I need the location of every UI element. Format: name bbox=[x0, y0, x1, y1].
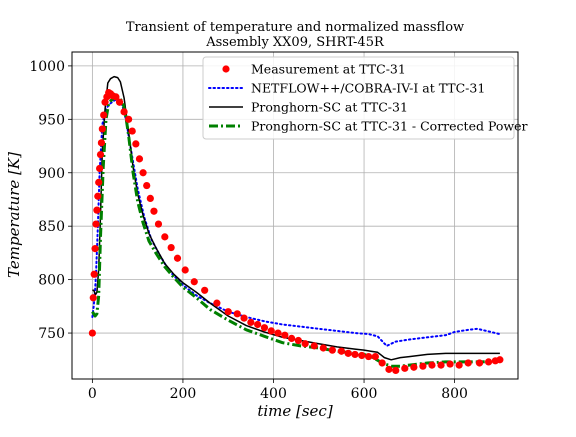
measurement-point bbox=[150, 207, 158, 215]
measurement-point bbox=[167, 243, 175, 252]
measurement-point bbox=[154, 220, 163, 228]
measurement-point bbox=[385, 365, 393, 373]
measurement-point bbox=[132, 140, 140, 148]
measurement-point bbox=[392, 366, 400, 375]
y-tick-label: 750 bbox=[38, 326, 65, 342]
measurement-point bbox=[371, 352, 379, 361]
legend-label: Pronghorn-SC at TTC-31 - Corrected Power bbox=[251, 119, 527, 134]
x-tick-label: 0 bbox=[88, 386, 97, 402]
measurement-point bbox=[93, 206, 101, 214]
measurement-point bbox=[281, 331, 289, 339]
plot-frame bbox=[71, 51, 519, 380]
measurement-point bbox=[475, 359, 484, 367]
series-line-1 bbox=[91, 99, 501, 347]
measurement-point bbox=[181, 266, 189, 274]
measurement-point bbox=[139, 169, 147, 177]
chart-title: Transient of temperature and normalized … bbox=[126, 20, 464, 35]
x-tick-label: 600 bbox=[351, 386, 378, 402]
measurement-point bbox=[358, 351, 366, 360]
measurement-point bbox=[344, 349, 352, 357]
measurement-point bbox=[96, 164, 104, 173]
measurement-point bbox=[224, 308, 232, 316]
measurement-point bbox=[92, 220, 100, 228]
legend: Measurement at TTC-31 NETFLOW++/COBRA-IV-… bbox=[202, 56, 527, 140]
measurement-point bbox=[428, 361, 436, 369]
x-tick-label: 400 bbox=[260, 386, 287, 402]
measurement-point bbox=[496, 356, 504, 364]
measurement-point bbox=[97, 139, 106, 147]
measurement-point bbox=[484, 358, 493, 366]
measurement-point bbox=[115, 98, 124, 106]
measurement-point bbox=[446, 360, 454, 368]
measurement-point bbox=[401, 364, 409, 372]
measurement-point bbox=[120, 108, 128, 116]
measurement-point bbox=[274, 329, 282, 337]
measurement-point bbox=[112, 93, 120, 101]
measurement-point bbox=[201, 286, 209, 294]
measurement-point bbox=[260, 324, 269, 332]
y-axis-label: Temperature [K] bbox=[5, 152, 23, 278]
measurement-point bbox=[213, 299, 221, 307]
y-tick-label: 850 bbox=[38, 219, 65, 235]
measurement-point bbox=[98, 125, 106, 133]
measurement-point bbox=[90, 270, 98, 278]
measurement-point bbox=[328, 346, 336, 354]
measurement-point bbox=[254, 320, 262, 329]
measurement-point bbox=[91, 245, 99, 253]
measurement-point bbox=[190, 278, 198, 286]
measurement-point bbox=[247, 318, 255, 326]
measurement-point bbox=[94, 192, 102, 200]
y-tick-label: 800 bbox=[38, 273, 65, 289]
measurement-point bbox=[161, 233, 169, 241]
measurement-point bbox=[135, 155, 144, 163]
tick-layer: 0 200 400 600 800 750 800 850 900 950 1000 bbox=[29, 59, 468, 402]
measurement-point bbox=[455, 361, 463, 369]
measurement-point bbox=[419, 362, 427, 370]
measurement-point bbox=[89, 294, 97, 302]
measurement-point bbox=[301, 340, 309, 348]
measurement-point bbox=[240, 314, 248, 322]
x-tick-label: 800 bbox=[441, 386, 468, 402]
y-tick-label: 1000 bbox=[29, 59, 65, 75]
measurement-point bbox=[319, 344, 327, 352]
measurement-point bbox=[364, 352, 373, 361]
x-axis-label: time [sec] bbox=[257, 402, 333, 420]
legend-label: Pronghorn-SC at TTC-31 bbox=[251, 100, 408, 115]
measurement-point bbox=[233, 310, 241, 318]
measurement-point bbox=[143, 181, 151, 190]
measurement-point bbox=[267, 327, 275, 335]
measurement-point bbox=[310, 342, 318, 350]
measurement-point bbox=[88, 329, 96, 337]
x-tick-label: 200 bbox=[170, 386, 197, 402]
legend-label: NETFLOW++/COBRA-IV-I at TTC-31 bbox=[251, 81, 485, 96]
chart-subtitle: Assembly XX09, SHRT-45R bbox=[205, 35, 385, 50]
measurement-point bbox=[378, 359, 386, 367]
y-tick-label: 900 bbox=[38, 166, 65, 182]
measurement-point bbox=[288, 334, 296, 342]
series-layer bbox=[88, 75, 504, 375]
measurement-point bbox=[100, 111, 108, 119]
measurement-point bbox=[351, 350, 359, 359]
measurement-point bbox=[294, 336, 302, 345]
measurement-point bbox=[173, 254, 182, 262]
measurement-point bbox=[124, 115, 133, 123]
measurement-point bbox=[410, 363, 418, 371]
measurement-point bbox=[464, 359, 472, 367]
legend-label: Measurement at TTC-31 bbox=[251, 62, 406, 77]
measurement-point bbox=[146, 194, 154, 203]
measurement-point bbox=[437, 361, 445, 369]
measurement-point bbox=[95, 178, 103, 186]
legend-box bbox=[202, 56, 515, 140]
measurement-point bbox=[96, 150, 105, 159]
legend-marker bbox=[222, 65, 230, 73]
measurement-point bbox=[128, 127, 136, 135]
measurement-point bbox=[337, 347, 346, 355]
y-tick-label: 950 bbox=[38, 112, 65, 128]
